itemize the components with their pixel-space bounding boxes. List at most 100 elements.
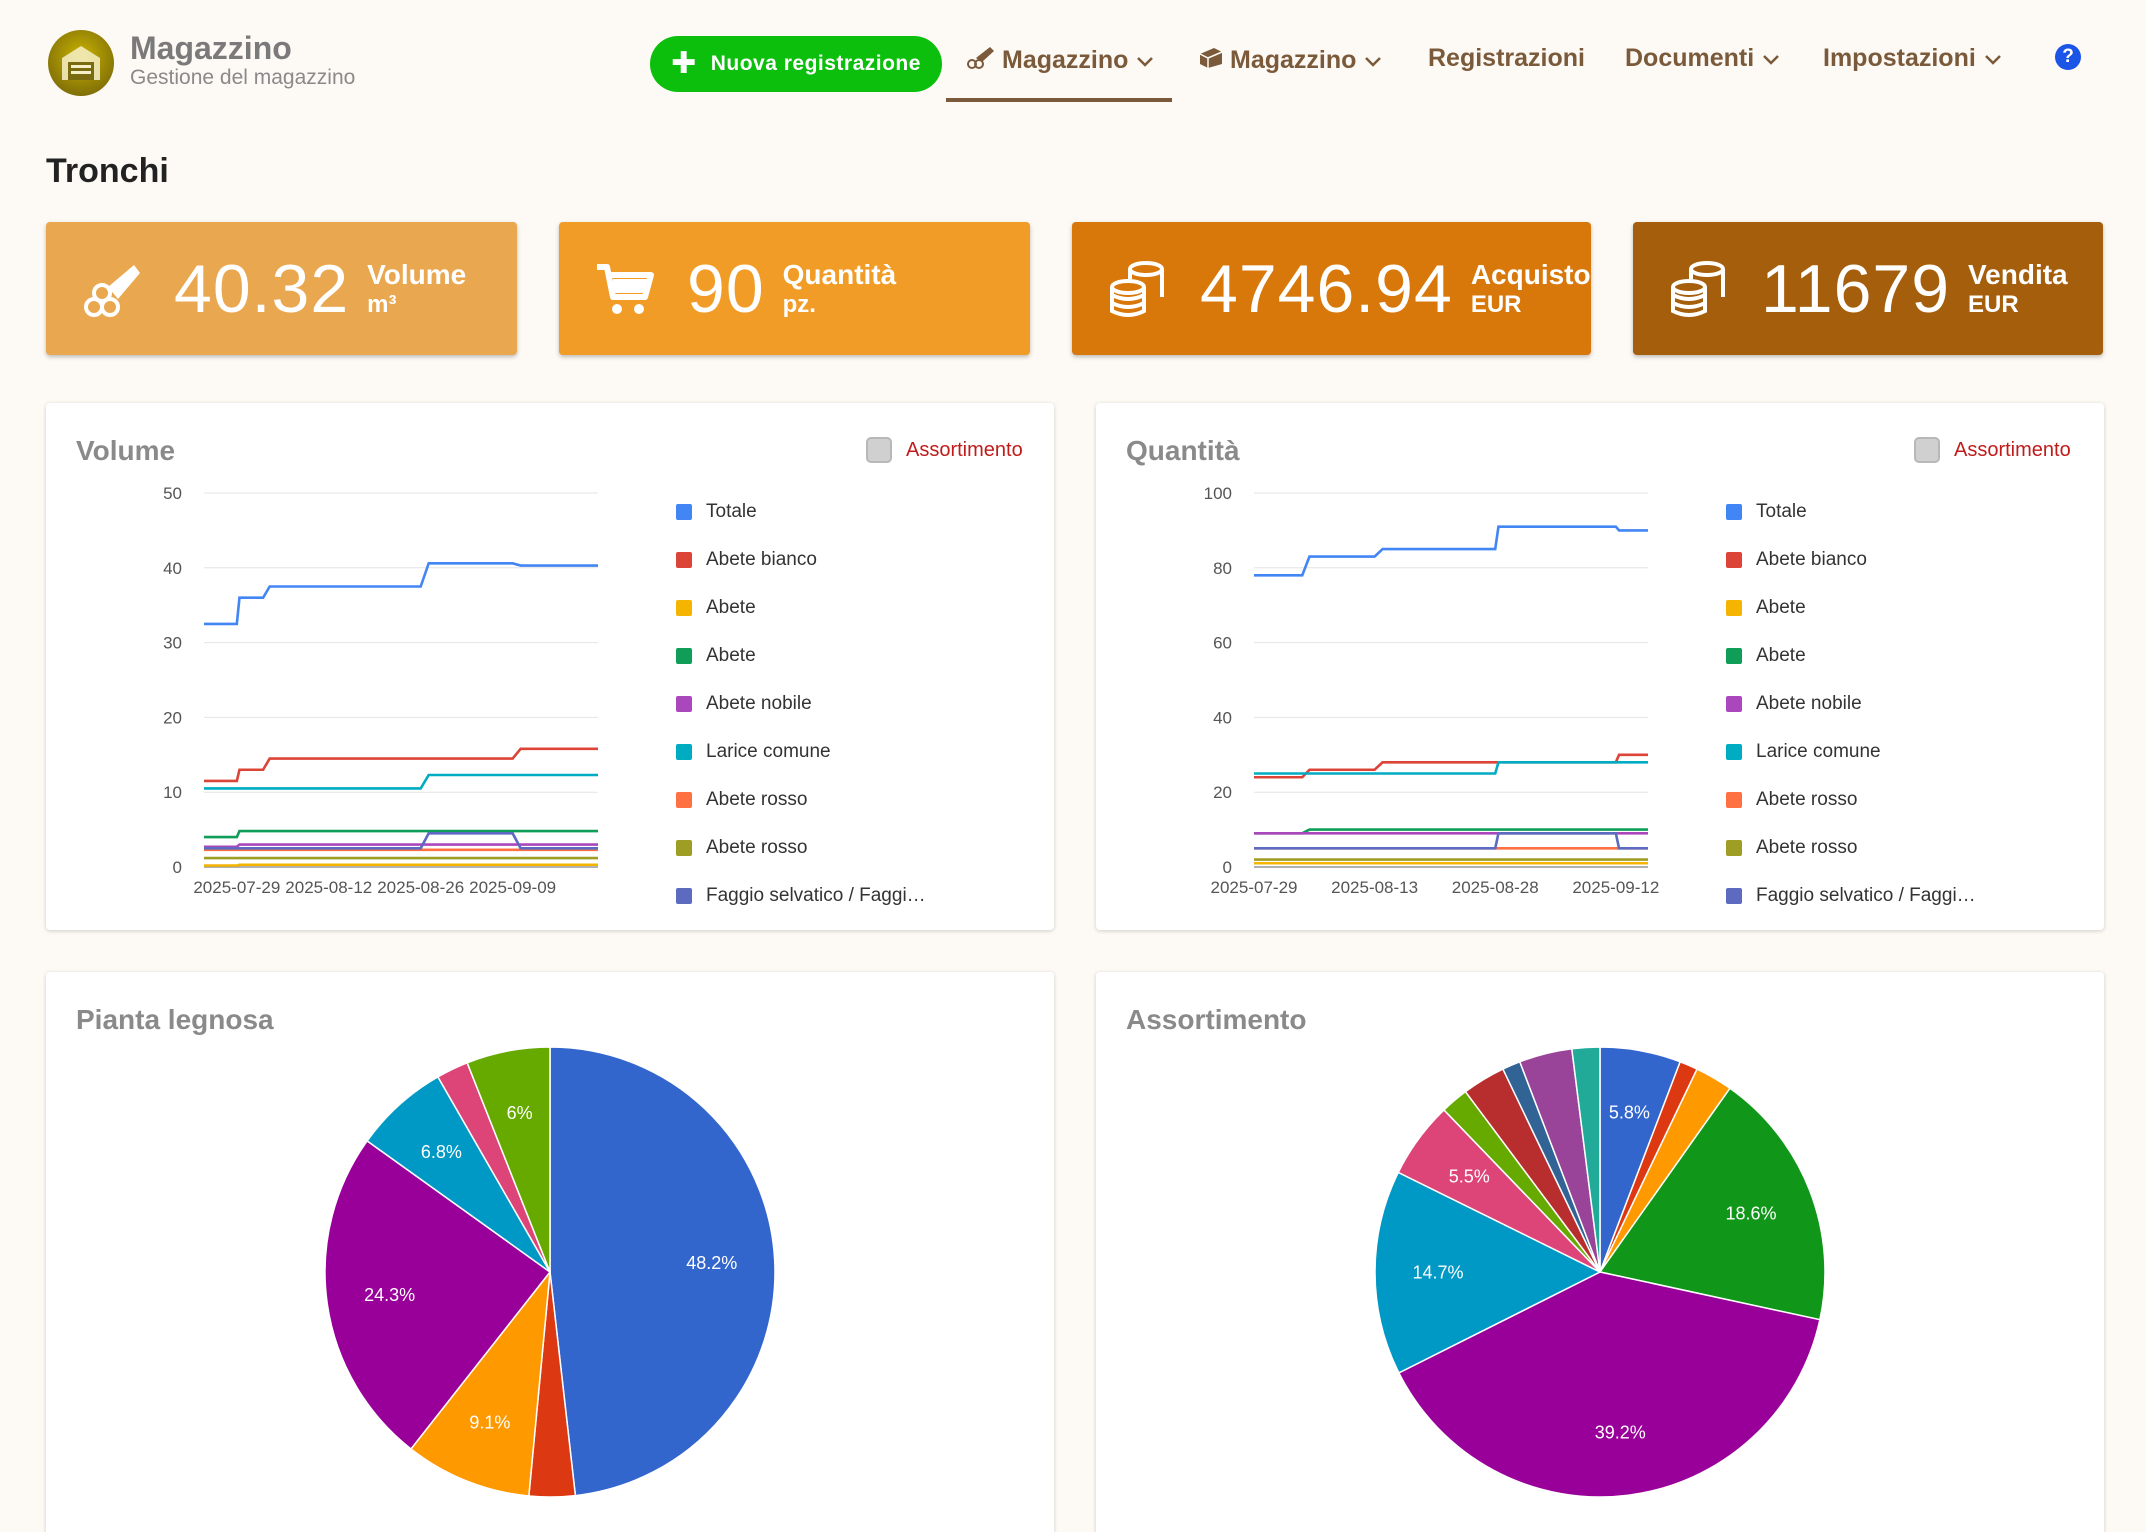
pie-slice-2[interactable] xyxy=(409,1269,551,1497)
legend-item[interactable]: Abete xyxy=(676,584,926,632)
pie-label: 5.5% xyxy=(1449,1166,1490,1186)
series-line-1 xyxy=(204,747,598,783)
y-tick-label: 40 xyxy=(163,559,182,578)
nav-label: Magazzino xyxy=(1002,46,1129,74)
legend-label: Abete xyxy=(706,597,756,618)
legend-item[interactable]: Abete xyxy=(676,632,926,680)
legend-item[interactable]: Abete rosso xyxy=(676,776,926,824)
kpi-value: 40.32 xyxy=(174,250,350,327)
chevron-down-icon xyxy=(1364,46,1382,75)
kpi-value: 90 xyxy=(687,250,765,327)
legend-item[interactable]: Abete bianco xyxy=(1726,536,1976,584)
nav-warehouse-lumber[interactable]: Magazzino xyxy=(1196,44,1382,77)
pie-slice-11[interactable] xyxy=(1570,1046,1601,1273)
legend-label: Abete rosso xyxy=(1756,789,1858,810)
pie-label: 48.2% xyxy=(686,1253,737,1273)
species-title: Pianta legnosa xyxy=(76,1004,274,1035)
legend-swatch xyxy=(1726,792,1742,808)
legend-item[interactable]: Larice comune xyxy=(676,728,926,776)
legend-swatch xyxy=(676,600,692,616)
x-tick-label: 2025-08-28 xyxy=(1452,878,1539,897)
checkbox[interactable] xyxy=(866,437,892,463)
pie-label: 14.7% xyxy=(1412,1263,1463,1283)
kpi-volume: 40.32 Volume m³ xyxy=(46,222,517,355)
checkbox[interactable] xyxy=(1914,437,1940,463)
pie-slice-3[interactable] xyxy=(1598,1087,1826,1321)
y-tick-label: 50 xyxy=(163,484,182,503)
x-tick-label: 2025-08-12 xyxy=(285,878,372,897)
x-tick-label: 2025-08-26 xyxy=(377,878,464,897)
nav-label: Magazzino xyxy=(1230,46,1357,74)
legend-label: Larice comune xyxy=(1756,741,1881,762)
legend-swatch xyxy=(676,792,692,808)
x-tick-label: 2025-09-09 xyxy=(469,878,556,897)
y-tick-label: 20 xyxy=(1213,783,1232,802)
pie-slice-0[interactable] xyxy=(549,1046,776,1497)
kpi-label: Vendita xyxy=(1968,258,2068,290)
legend-item[interactable]: Abete xyxy=(1726,632,1976,680)
legend-swatch xyxy=(1726,888,1742,904)
pie-slice-3[interactable] xyxy=(324,1139,552,1450)
logo-warehouse-icon[interactable] xyxy=(48,30,114,96)
pie-slice-4[interactable] xyxy=(1397,1271,1821,1498)
legend-label: Abete rosso xyxy=(1756,837,1858,858)
legend-item[interactable]: Abete rosso xyxy=(1726,824,1976,872)
quantity-line-chart: 0 20 40 60 80 100 2025-07-29 2025-08-13 2025-08-… xyxy=(1204,484,1660,897)
legend-item[interactable]: Abete nobile xyxy=(1726,680,1976,728)
kpi-value: 4746.94 xyxy=(1200,250,1453,327)
pie-slice-6[interactable] xyxy=(466,1046,551,1273)
nav-warehouse-logs[interactable]: Magazzino xyxy=(966,44,1154,77)
quantity-assortment-toggle[interactable]: Assortimento xyxy=(1914,437,2071,463)
legend-label: Totale xyxy=(706,501,757,522)
species-pie-chart: 48.2% 9.1% 24.3% 6.8% 6% xyxy=(324,1046,776,1498)
legend-item[interactable]: Larice comune xyxy=(1726,728,1976,776)
legend-item[interactable]: Totale xyxy=(1726,488,1976,536)
header: Magazzino Gestione del magazzino ✚ Nuova… xyxy=(0,0,2146,115)
kpi-purchase: 4746.94 Acquisto EUR xyxy=(1072,222,1591,355)
legend-item[interactable]: Abete nobile xyxy=(676,680,926,728)
help-icon[interactable]: ? xyxy=(2055,44,2081,70)
legend-label: Abete rosso xyxy=(706,837,808,858)
new-registration-button[interactable]: ✚ Nuova registrazione xyxy=(650,36,942,92)
nav-settings[interactable]: Impostazioni xyxy=(1823,44,2002,73)
legend-swatch xyxy=(1726,600,1742,616)
kpi-label: Quantità xyxy=(782,258,897,290)
chevron-down-icon xyxy=(1136,46,1154,75)
brand-title: Magazzino xyxy=(130,30,292,66)
legend-swatch xyxy=(1726,648,1742,664)
legend-item[interactable]: Abete xyxy=(1726,584,1976,632)
pie-slice-5[interactable] xyxy=(1374,1171,1602,1374)
legend-item[interactable]: Totale xyxy=(676,488,926,536)
legend-label: Larice comune xyxy=(706,741,831,762)
nav-documents[interactable]: Documenti xyxy=(1625,44,1780,73)
kpi-unit: EUR xyxy=(1968,290,2019,318)
cart-icon xyxy=(593,257,657,321)
series-line-0 xyxy=(204,562,598,626)
kpi-sale: 11679 Vendita EUR xyxy=(1633,222,2103,355)
y-tick-label: 100 xyxy=(1204,484,1232,503)
quantity-panel: Quantità Assortimento xyxy=(1096,403,2104,930)
nav-label: Registrazioni xyxy=(1428,44,1585,72)
legend-item[interactable]: Faggio selvatico / Faggi… xyxy=(676,872,926,920)
nav-registrations[interactable]: Registrazioni xyxy=(1428,44,1585,73)
legend-item[interactable]: Faggio selvatico / Faggi… xyxy=(1726,872,1976,920)
x-tick-label: 2025-07-29 xyxy=(193,878,280,897)
x-tick-label: 2025-08-13 xyxy=(1331,878,1418,897)
volume-assortment-toggle[interactable]: Assortimento xyxy=(866,437,1023,463)
pie-label: 6.8% xyxy=(421,1142,462,1162)
legend-item[interactable]: Abete bianco xyxy=(676,536,926,584)
nav-active-indicator xyxy=(946,98,1172,102)
legend-item[interactable]: Abete rosso xyxy=(676,824,926,872)
y-tick-label: 40 xyxy=(1213,708,1232,727)
legend-item[interactable]: Abete rosso xyxy=(1726,776,1976,824)
plus-icon: ✚ xyxy=(671,47,697,80)
y-tick-label: 80 xyxy=(1213,559,1232,578)
legend-swatch xyxy=(676,888,692,904)
volume-panel: Volume Assortimento xyxy=(46,403,1054,930)
series-line-5 xyxy=(1254,760,1648,775)
legend-swatch xyxy=(676,744,692,760)
legend-label: Faggio selvatico / Faggi… xyxy=(706,885,926,906)
pie-label: 9.1% xyxy=(469,1412,510,1432)
legend-label: Abete nobile xyxy=(1756,693,1862,714)
kpi-value: 11679 xyxy=(1761,250,1951,327)
